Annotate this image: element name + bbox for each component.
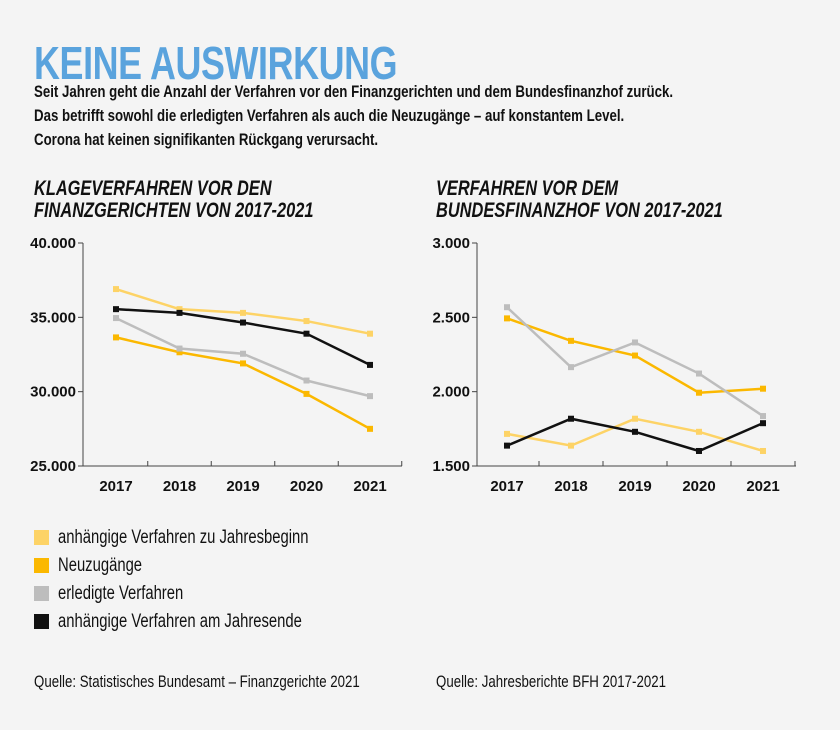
- data-point: [632, 352, 638, 359]
- data-point: [504, 315, 510, 322]
- data-point: [303, 390, 310, 397]
- data-point: [760, 385, 766, 392]
- data-point: [113, 306, 119, 313]
- y-tick-label: 25.000: [30, 458, 76, 475]
- data-point: [303, 318, 310, 325]
- x-tick-label: 2020: [682, 478, 715, 495]
- data-point: [632, 428, 638, 435]
- chart-title-line: VERFAHREN VOR DEM: [436, 177, 619, 200]
- data-point: [504, 442, 510, 449]
- y-tick-label: 2.000: [432, 384, 470, 401]
- series-line: [506, 417, 764, 453]
- y-tick-label: 30.000: [30, 384, 76, 401]
- chart-title-line: KLAGEVERFAHREN VOR DEN: [34, 177, 272, 200]
- data-point: [504, 304, 510, 311]
- data-point: [367, 361, 373, 368]
- data-point: [113, 286, 119, 293]
- y-tick-label: 40.000: [30, 235, 76, 252]
- page-title: KEINE AUSWIRKUNG: [34, 37, 398, 89]
- chart-title-line: BUNDESFINANZHOF VON 2017-2021: [436, 199, 723, 222]
- x-tick-label: 2021: [353, 478, 386, 495]
- x-tick-label: 2018: [554, 478, 587, 495]
- x-tick-label: 2019: [226, 478, 259, 495]
- data-point: [176, 309, 183, 316]
- x-tick-label: 2017: [99, 478, 132, 495]
- source-right: Quelle: Jahresberichte BFH 2017-2021: [436, 672, 666, 691]
- legend-label: anhängige Verfahren am Jahresende: [58, 611, 302, 632]
- left-chart-title: KLAGEVERFAHREN VOR DEN FINANZGERICHTEN V…: [34, 178, 313, 222]
- data-point: [240, 319, 246, 326]
- source-left: Quelle: Statistisches Bundesamt – Finanz…: [34, 672, 360, 691]
- data-point: [568, 337, 574, 344]
- subtitle-line: Das betrifft sowohl die erledigten Verfa…: [34, 106, 625, 125]
- legend-label: anhängige Verfahren zu Jahresbeginn: [58, 527, 309, 548]
- x-tick-label: 2020: [290, 478, 323, 495]
- subtitle-line: Seit Jahren geht die Anzahl der Verfahre…: [34, 82, 674, 101]
- legend-swatch: [34, 530, 49, 545]
- data-point: [240, 350, 246, 357]
- data-point: [568, 415, 574, 422]
- legend-label: Neuzugänge: [58, 555, 143, 576]
- data-point: [632, 415, 638, 422]
- x-tick-label: 2021: [746, 478, 779, 495]
- y-tick-label: 35.000: [30, 309, 76, 326]
- chart-title-line: FINANZGERICHTEN VON 2017-2021: [34, 199, 314, 222]
- data-point: [632, 339, 638, 346]
- x-tick-label: 2017: [490, 478, 523, 495]
- x-tick-label: 2018: [163, 478, 196, 495]
- subtitle-line: Corona hat keinen signifikanten Rückgang…: [34, 130, 379, 149]
- data-point: [696, 389, 702, 396]
- data-point: [696, 370, 702, 377]
- data-point: [760, 413, 766, 420]
- series-line: [506, 417, 764, 453]
- y-tick-label: 1.500: [432, 458, 470, 475]
- right-chart-title: VERFAHREN VOR DEM BUNDESFINANZHOF VON 20…: [436, 178, 723, 222]
- data-point: [176, 345, 183, 352]
- legend-swatch: [34, 614, 49, 629]
- data-point: [367, 425, 373, 432]
- data-point: [696, 428, 702, 435]
- y-tick-label: 3.000: [432, 235, 470, 252]
- data-point: [113, 334, 119, 341]
- x-tick-label: 2019: [618, 478, 651, 495]
- data-point: [240, 360, 246, 367]
- data-point: [568, 442, 574, 449]
- series-line: [115, 316, 371, 398]
- data-point: [367, 330, 373, 337]
- series-line: [506, 306, 764, 418]
- data-point: [176, 349, 183, 356]
- y-tick-label: 2.500: [432, 309, 470, 326]
- data-point: [568, 364, 574, 371]
- data-point: [303, 330, 310, 337]
- data-point: [176, 306, 183, 313]
- data-point: [696, 447, 702, 454]
- data-point: [760, 420, 766, 427]
- data-point: [113, 315, 119, 322]
- data-point: [760, 447, 766, 454]
- legend-swatch: [34, 586, 49, 601]
- legend-swatch: [34, 558, 49, 573]
- data-point: [367, 393, 373, 400]
- data-point: [303, 377, 310, 384]
- data-point: [504, 430, 510, 437]
- legend-label: erledigte Verfahren: [58, 583, 184, 604]
- data-point: [240, 309, 246, 316]
